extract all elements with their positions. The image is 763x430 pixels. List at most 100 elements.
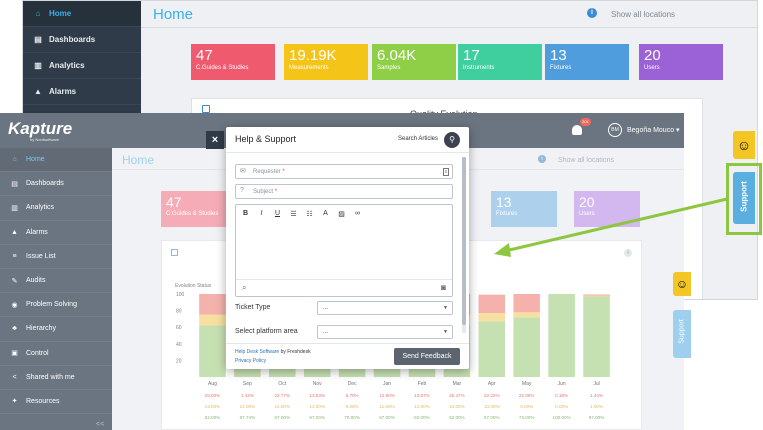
kpi-value: 47 [166, 194, 182, 210]
ticket-type-select[interactable]: ... ▼ [317, 301, 453, 315]
sidebar-item-label: Alarms [49, 87, 77, 96]
support-tab-button[interactable]: Support [733, 172, 755, 224]
control-icon: ▣ [11, 350, 18, 358]
kapture-logo[interactable]: Kapture [8, 119, 73, 138]
subject-field[interactable]: ? Subject * [235, 184, 453, 199]
kpi-tile[interactable]: 6.04K Samples [372, 44, 456, 80]
x-tick-label: Dec [348, 381, 357, 387]
back-sidebar-item-analytics[interactable]: ▥ Analytics [23, 53, 141, 79]
sidebar-item-home[interactable]: ⌂ Home [0, 148, 112, 173]
kpi-tile[interactable]: 13 Fixtures [491, 191, 557, 227]
scrollbar-thumb[interactable] [462, 157, 466, 325]
kpi-tile[interactable]: 20 Users [574, 191, 640, 227]
privacy-policy-link[interactable]: Privacy Policy [235, 358, 267, 364]
requester-placeholder: Requester [253, 169, 281, 175]
calendar-icon[interactable] [202, 105, 210, 113]
editor-footer: ⌕ ◙ [236, 279, 452, 296]
audit-icon: ✎ [11, 277, 18, 285]
sidebar-item-issue-list[interactable]: ≡ Issue List [0, 245, 112, 269]
numbered-list-icon[interactable]: ☷ [306, 211, 313, 218]
info-icon[interactable]: i [624, 249, 632, 257]
feedback-smile-icon[interactable]: ☺ [733, 131, 755, 159]
bullet-list-icon[interactable]: ☰ [290, 211, 297, 218]
editor-toolbar: B I U ☰ ☷ A ▨ ∞ [241, 210, 362, 218]
sidebar-item-resources[interactable]: ✦ Resources [0, 390, 112, 415]
lightbulb-icon: ◉ [11, 301, 18, 309]
back-sidebar-item-dashboards[interactable]: ▤ Dashboards [23, 27, 141, 53]
kpi-tile[interactable]: 17 Instruments [458, 44, 542, 80]
kpi-label: Measurements [289, 65, 329, 71]
close-modal-button[interactable]: × [206, 131, 224, 149]
kpi-tile[interactable]: 13 Fixtures [545, 44, 629, 80]
sidebar-item-dashboards[interactable]: ▤ Dashboards [0, 172, 112, 197]
underline-icon[interactable]: U [274, 210, 281, 217]
kpi-tile[interactable]: 20 Users [639, 44, 723, 80]
data-label: 22.77% [274, 393, 290, 398]
chart-bar-segment [478, 294, 506, 314]
attachment-icon[interactable]: ⌕ [242, 283, 247, 292]
kpi-tile[interactable]: 19.19K Measurements [284, 44, 368, 80]
kpi-tile[interactable]: 47 C.Guides & Studies [191, 44, 275, 80]
italic-icon[interactable]: I [260, 210, 263, 217]
user-menu[interactable]: Begoña Mouco ▾ [627, 127, 680, 134]
data-label: 67.00% [484, 415, 500, 420]
sidebar-item-hierarchy[interactable]: ♣ Hierarchy [0, 317, 112, 342]
platform-area-select[interactable]: ... ▼ [317, 325, 453, 339]
font-color-icon[interactable]: A [323, 210, 328, 217]
sidebar-item-audits[interactable]: ✎ Audits [0, 269, 112, 294]
kpi-value: 17 [463, 47, 480, 64]
search-icon[interactable]: ⚲ [444, 132, 460, 148]
data-label: 11.00% [379, 404, 394, 409]
collapse-sidebar-button[interactable]: << [96, 421, 105, 428]
footer-by-text: by Freshdesk [279, 349, 311, 355]
helpdesk-link[interactable]: Help Desk Software [235, 349, 280, 355]
info-icon[interactable]: i [587, 8, 597, 18]
y-axis-label: Evolution Status [175, 283, 212, 289]
help-support-modal: Help & Support Search Articles ⚲ ✉ Reque… [226, 127, 469, 369]
warning-icon: ▲ [34, 87, 42, 96]
mail-icon: ✉ [240, 168, 246, 175]
ticket-type-value: ... [323, 305, 329, 311]
sidebar-item-problem-solving[interactable]: ◉ Problem Solving [0, 293, 112, 318]
y-tick-label: 60 [176, 325, 182, 331]
requester-field[interactable]: ✉ Requester * ≡ [235, 164, 453, 179]
data-label: 67.00% [379, 415, 395, 420]
home-icon: ⌂ [35, 9, 41, 18]
back-sidebar-item-alarms[interactable]: ▲ Alarms [23, 79, 141, 105]
camera-icon[interactable]: ◙ [441, 283, 446, 292]
sidebar-item-shared-with-me[interactable]: < Shared with me [0, 366, 112, 390]
contact-card-icon[interactable]: ≡ [443, 168, 449, 176]
warning-icon: ▲ [11, 228, 18, 236]
back-location-filter[interactable]: Show all locations [611, 10, 676, 19]
send-feedback-button[interactable]: Send Feedback [394, 348, 460, 365]
feedback-smile-icon[interactable]: ☺ [673, 272, 691, 296]
sidebar-item-control[interactable]: ▣ Control [0, 342, 112, 366]
calendar-icon[interactable] [171, 249, 178, 256]
sidebar-item-analytics[interactable]: ▥ Analytics [0, 196, 112, 221]
link-icon[interactable]: ∞ [355, 210, 360, 217]
sidebar-item-label: Control [26, 349, 49, 357]
back-sidebar-item-home[interactable]: ⌂ Home [23, 1, 141, 27]
data-label: 22.86% [519, 393, 535, 398]
front-location-filter[interactable]: Show all locations [558, 157, 615, 164]
avatar[interactable]: BM [608, 123, 622, 137]
bold-icon[interactable]: B [242, 210, 249, 217]
support-tab-button[interactable]: Support [673, 310, 691, 358]
description-editor[interactable]: B I U ☰ ☷ A ▨ ∞ ⌕ ◙ [235, 204, 453, 297]
chart-bar-segment [583, 294, 610, 296]
data-label: 67.00% [274, 415, 290, 420]
info-icon[interactable]: i [538, 155, 546, 163]
back-page-title: Home [153, 6, 194, 23]
chart-icon: ▤ [11, 180, 18, 188]
search-articles-label[interactable]: Search Articles [398, 136, 439, 142]
divider [141, 27, 757, 28]
data-label: 10.00% [484, 404, 500, 409]
bell-icon[interactable] [572, 125, 582, 135]
support-highlight-box [726, 163, 762, 235]
modal-scrollbar[interactable] [462, 157, 466, 333]
sidebar-item-alarms[interactable]: ▲ Alarms [0, 221, 112, 245]
kpi-tile[interactable]: 47 C.Guides & Studies [161, 191, 227, 227]
y-tick-label: 40 [176, 342, 182, 348]
background-color-icon[interactable]: ▨ [338, 211, 345, 218]
sidebar-item-label: Home [49, 9, 72, 18]
